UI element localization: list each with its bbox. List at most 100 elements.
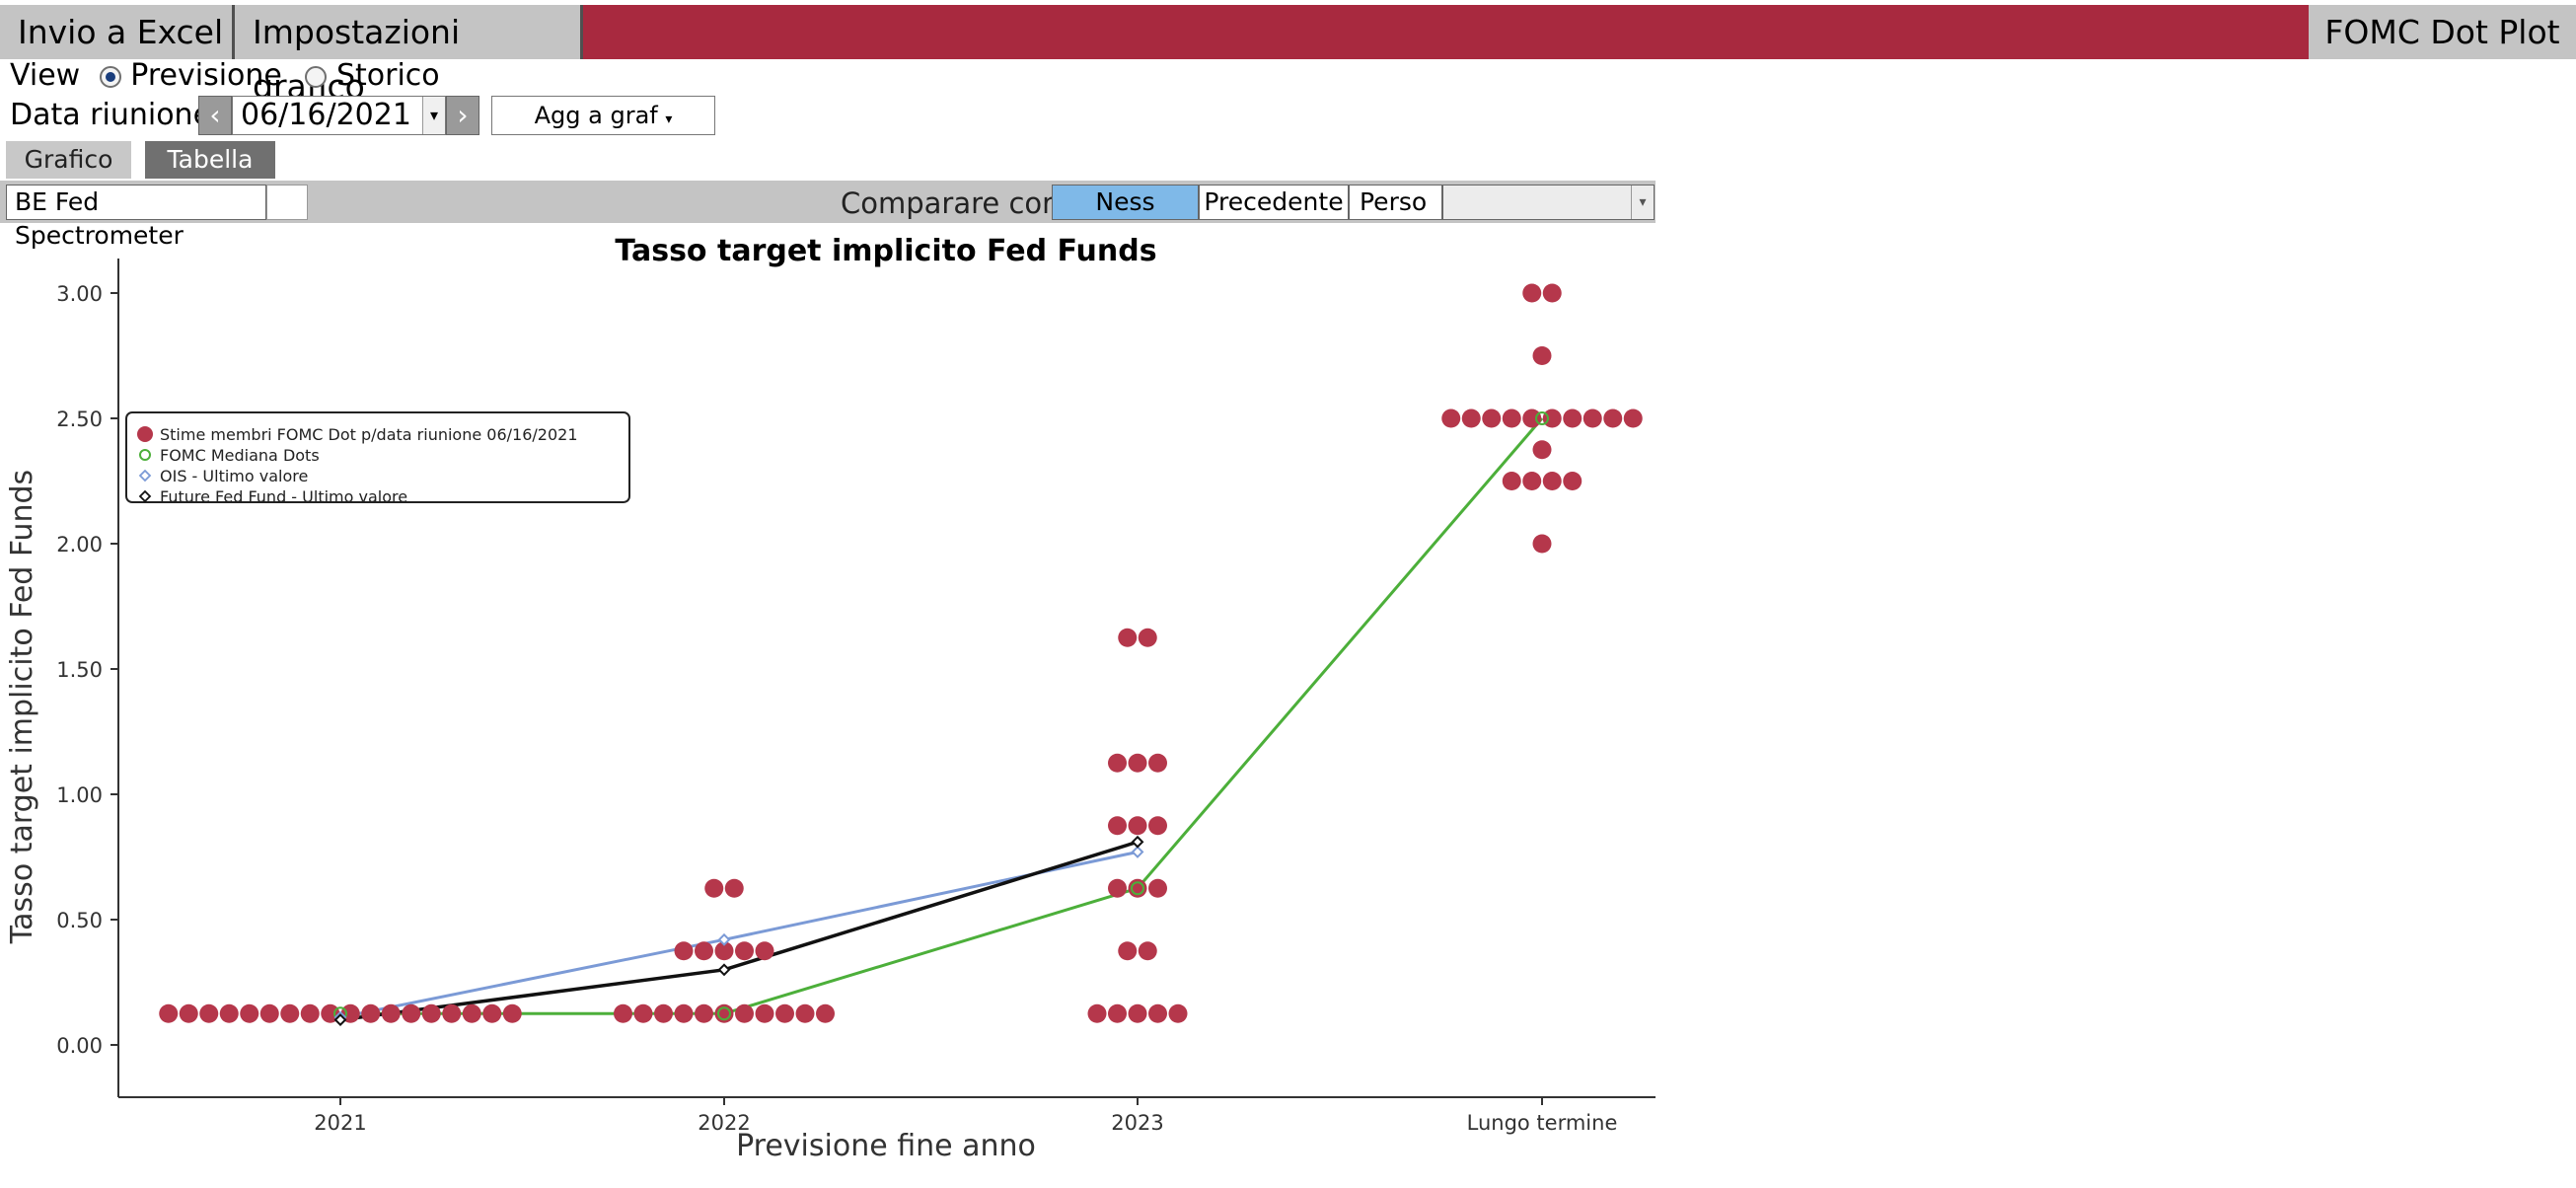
fomc-dot [159, 1003, 179, 1023]
fomc-dot [1563, 408, 1582, 428]
fomc-dot [1128, 1003, 1147, 1023]
fomc-dot [259, 1003, 279, 1023]
radio-storico-label[interactable]: Storico [335, 58, 440, 93]
export-excel-button[interactable]: Invio a Excel [0, 5, 235, 59]
fomc-dot [1482, 408, 1502, 428]
fomc-dot [1128, 753, 1147, 773]
fomc-dot [1522, 408, 1542, 428]
median-dots-line [340, 417, 1544, 1015]
fomc-dot [1532, 534, 1552, 554]
fomc-dot [1118, 628, 1138, 647]
legend-entry-label: Stime membri FOMC Dot p/data riunione 06… [160, 425, 578, 444]
fomc-dot [735, 1003, 754, 1023]
fomc-dot-plot-chart: Tasso target implicito Fed Funds 0.00 0.5… [5, 234, 1656, 1163]
next-date-button[interactable]: › [446, 96, 479, 135]
chart-series-lines [339, 417, 1544, 1022]
compare-custom-select[interactable]: ▾ [1442, 185, 1655, 220]
fomc-dot [219, 1003, 239, 1023]
meeting-date-field[interactable]: 06/16/2021 ▾ [232, 96, 446, 135]
fomc-dot [1502, 408, 1521, 428]
y-tick-label: 0.50 [56, 909, 103, 932]
fomc-dot [1461, 408, 1481, 428]
median-marker [1131, 881, 1144, 896]
add-to-chart-button[interactable]: Agg a graf ▾ [491, 96, 715, 135]
compare-precedente-button[interactable]: Precedente [1199, 185, 1349, 220]
fomc-dot [816, 1003, 835, 1023]
fomc-dot [1128, 816, 1147, 836]
legend-diamond-marker [138, 489, 152, 503]
fomc-dot [179, 1003, 198, 1023]
fomc-dot [482, 1003, 502, 1023]
radio-previsione-label[interactable]: Previsione [130, 58, 282, 93]
compare-ness-button[interactable]: Ness [1052, 185, 1199, 220]
fomc-dot [1138, 941, 1157, 961]
fomc-dot [1148, 816, 1167, 836]
fomc-dot [1168, 1003, 1188, 1023]
fomc-dot [1522, 283, 1542, 303]
fomc-dot [199, 1003, 219, 1023]
fomc-dot [1532, 346, 1552, 365]
x-tick-label: Lungo termine [1467, 1111, 1618, 1135]
legend-entry-label: Future Fed Fund - Ultimo valore [160, 487, 407, 506]
chart-title: Tasso target implicito Fed Funds [615, 234, 1156, 268]
fomc-dot [381, 1003, 401, 1023]
source-dropdown-button[interactable] [266, 185, 308, 220]
chart-axes: 0.00 0.50 1.00 1.50 2.00 2.50 3.00 2021 2022 2023… [56, 259, 1656, 1135]
fomc-dot [735, 941, 754, 961]
radio-previsione[interactable] [99, 65, 121, 88]
fomc-dot [1148, 753, 1167, 773]
fomc-dot [321, 1003, 340, 1023]
fomc-dot [1502, 472, 1521, 490]
y-tick-label: 3.00 [56, 282, 103, 306]
y-tick-label: 1.00 [56, 783, 103, 807]
fomc-dot [361, 1003, 381, 1023]
fomc-dot [1542, 408, 1562, 428]
ois-marker [717, 932, 731, 946]
chevron-down-icon: ▾ [665, 111, 673, 127]
chevron-left-icon: ‹ [209, 99, 221, 131]
chevron-down-icon: ▾ [1631, 186, 1654, 219]
chart-dots [159, 283, 1643, 1027]
fomc-dot [442, 1003, 462, 1023]
fomc-dot [654, 1003, 673, 1023]
fomc-dot [1563, 472, 1582, 490]
fomc-dot [1532, 440, 1552, 460]
fomc-dot [1108, 878, 1127, 898]
fomc-dot [755, 941, 774, 961]
fomc-dot [280, 1003, 300, 1023]
fomc-dot [1542, 283, 1562, 303]
compare-perso-button[interactable]: Perso [1349, 185, 1442, 220]
tab-grafico[interactable]: Grafico [6, 141, 131, 179]
add-to-chart-label: Agg a graf [534, 102, 658, 129]
fomc-dot [1148, 1003, 1167, 1023]
dropdown-arrow-icon[interactable]: ▾ [422, 97, 445, 134]
ois-line [339, 850, 1139, 1019]
ois-marker [1131, 846, 1144, 858]
tab-tabella[interactable]: Tabella [145, 141, 275, 179]
legend-median-marker [139, 449, 151, 461]
fomc-dot [714, 941, 734, 961]
chart-legend: Stime membri FOMC Dot p/data riunione 06… [125, 411, 630, 506]
fomc-dot [1603, 408, 1623, 428]
fed-fund-marker [1131, 835, 1144, 849]
fomc-dot [674, 941, 694, 961]
y-tick-label: 1.50 [56, 658, 103, 682]
fomc-dot [695, 941, 713, 961]
radio-storico[interactable] [305, 65, 328, 88]
top-toolbar: Invio a Excel Impostazioni grafico FOMC … [0, 5, 2576, 106]
fomc-dot [421, 1003, 441, 1023]
fomc-dot [1087, 1003, 1107, 1023]
prev-date-button[interactable]: ‹ [198, 96, 232, 135]
fomc-dot [1108, 753, 1127, 773]
fomc-dot [502, 1003, 522, 1023]
median-marker [1535, 411, 1549, 425]
fomc-dot [402, 1003, 421, 1023]
fomc-dot [1582, 408, 1602, 428]
fomc-dot [1108, 816, 1127, 836]
fed-fund-marker [333, 1013, 347, 1027]
source-select[interactable]: BE Fed Spectrometer [6, 185, 266, 250]
fomc-dot [1108, 1003, 1127, 1023]
chart-settings-button[interactable]: Impostazioni grafico [235, 5, 583, 106]
y-tick-label: 2.50 [56, 408, 103, 431]
y-tick-label: 0.00 [56, 1034, 103, 1058]
